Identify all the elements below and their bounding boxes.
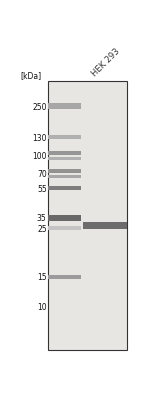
Bar bbox=[48, 151, 81, 155]
Text: 15: 15 bbox=[37, 272, 47, 281]
Text: 25: 25 bbox=[37, 224, 47, 233]
Bar bbox=[48, 187, 81, 191]
Bar bbox=[48, 157, 81, 160]
Text: 35: 35 bbox=[37, 214, 47, 223]
Text: HEK 293: HEK 293 bbox=[90, 47, 122, 78]
Bar bbox=[83, 223, 127, 229]
Text: 250: 250 bbox=[32, 102, 47, 111]
Text: 100: 100 bbox=[32, 152, 47, 161]
Bar bbox=[48, 175, 81, 178]
Bar bbox=[48, 169, 81, 173]
Text: 130: 130 bbox=[32, 133, 47, 142]
Bar bbox=[48, 275, 81, 279]
Bar bbox=[48, 136, 81, 140]
Bar bbox=[48, 104, 81, 110]
Text: 10: 10 bbox=[37, 303, 47, 312]
Text: 70: 70 bbox=[37, 170, 47, 179]
Text: 55: 55 bbox=[37, 184, 47, 193]
Bar bbox=[48, 227, 81, 231]
Bar bbox=[48, 216, 81, 221]
Bar bbox=[48, 81, 127, 350]
Text: [kDa]: [kDa] bbox=[20, 71, 41, 80]
